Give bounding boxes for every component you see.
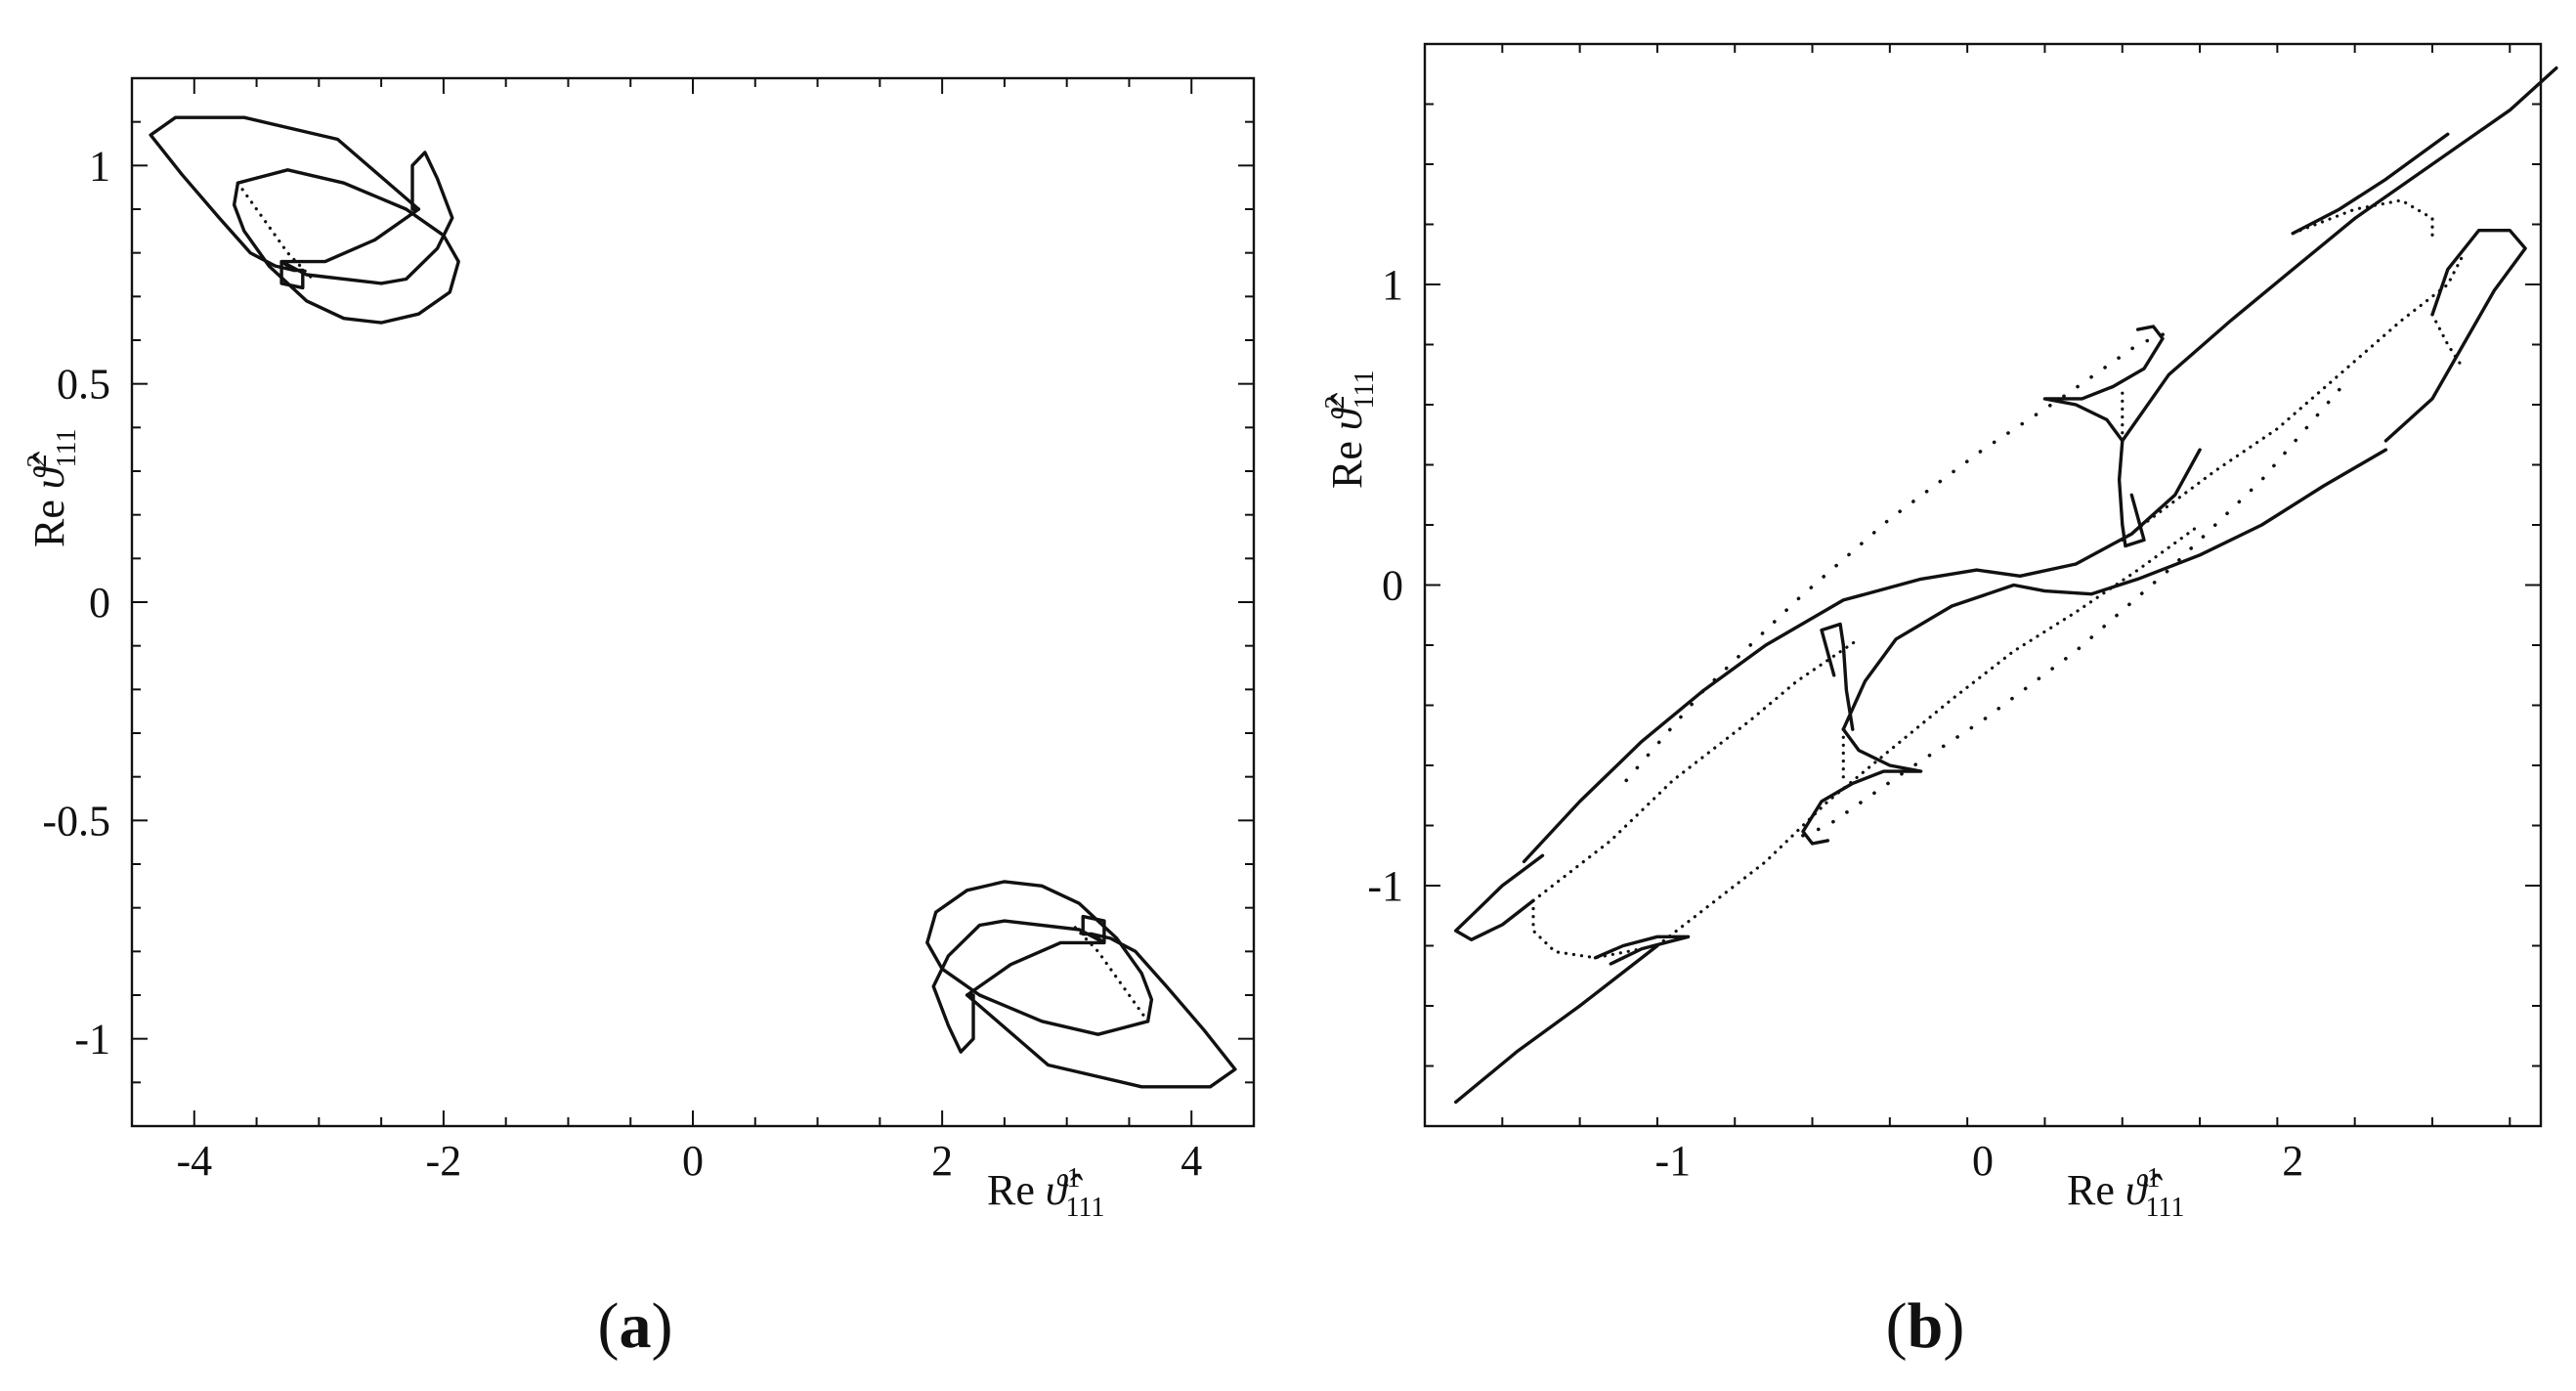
x-tick-label: 0 xyxy=(1972,1137,1994,1185)
series-curve xyxy=(1522,448,2202,864)
x-tick-label: 4 xyxy=(1181,1137,1202,1185)
y-tick-label: 1 xyxy=(1382,261,1403,309)
y-axis-label-b: Re ϑ̂2111 xyxy=(1320,370,1380,489)
x-tick-label: -1 xyxy=(1654,1137,1691,1185)
x-tick-label: 2 xyxy=(2282,1137,2303,1185)
x-tick-label: 0 xyxy=(682,1137,704,1185)
series-curve xyxy=(1454,943,1659,1105)
series-curve xyxy=(931,914,1106,1054)
panel-a: -4 -2 0 2 4 -1 -0.5 0 0.5 1 Re ϑ̂1 111 Re ϑ̂2111 (… xyxy=(22,76,1256,1362)
series-curve xyxy=(2383,229,2527,443)
series-curve xyxy=(2291,132,2450,236)
x-axis-label-a: Re ϑ̂1 111 xyxy=(987,1163,1104,1223)
series-curve xyxy=(1820,622,1855,731)
tick-labels-b: -1 0 2 -1 0 1 xyxy=(1367,261,2303,1185)
series-curve xyxy=(236,181,315,282)
ticks-b xyxy=(1424,43,2541,1127)
y-tick-label: 0.5 xyxy=(57,361,110,409)
x-axis-label-b: Re ϑ̂1 111 xyxy=(2067,1163,2184,1223)
series-curve xyxy=(1841,448,2388,731)
x-tick-label: -4 xyxy=(176,1137,212,1185)
panel-label-b: (b) xyxy=(1886,1290,1965,1362)
series-curve xyxy=(2291,198,2434,241)
y-tick-label: -1 xyxy=(74,1016,110,1064)
series-curve xyxy=(2042,325,2165,443)
x-tick-label: -2 xyxy=(426,1137,462,1185)
series-curve xyxy=(925,880,1154,1036)
y-tick-label: -0.5 xyxy=(42,797,110,845)
series-a xyxy=(149,115,1237,1089)
y-tick-label: -1 xyxy=(1367,862,1403,910)
panel-b: -1 0 2 -1 0 1 Re ϑ̂1 111 Re ϑ̂2111 (b) xyxy=(1320,42,2558,1362)
series-curve xyxy=(2121,65,2558,443)
series-curve xyxy=(279,151,454,290)
y-tick-label: 0 xyxy=(1382,562,1403,610)
y-axis-label-a: Re ϑ̂2111 xyxy=(22,429,82,547)
series-curve xyxy=(232,168,460,325)
y-tick-label: 1 xyxy=(89,142,110,190)
x-tick-label: 2 xyxy=(931,1137,953,1185)
series-curve xyxy=(1655,523,2202,948)
panel-label-a: (a) xyxy=(598,1290,673,1362)
series-curve xyxy=(1531,898,1644,960)
series-curve xyxy=(1788,387,2341,843)
series-curve xyxy=(1454,853,1545,941)
plot-frame-a xyxy=(130,76,1256,1128)
series-b xyxy=(1454,65,2558,1105)
series-curve xyxy=(1531,637,1861,902)
tick-labels-a: -4 -2 0 2 4 -1 -0.5 0 0.5 1 xyxy=(42,142,1202,1185)
series-curve xyxy=(1801,727,1923,846)
series-curve xyxy=(2117,439,2146,548)
series-curve xyxy=(2430,313,2466,370)
series-curve xyxy=(1071,923,1150,1023)
ticks-a xyxy=(131,77,1255,1127)
y-tick-label: 0 xyxy=(89,579,110,627)
